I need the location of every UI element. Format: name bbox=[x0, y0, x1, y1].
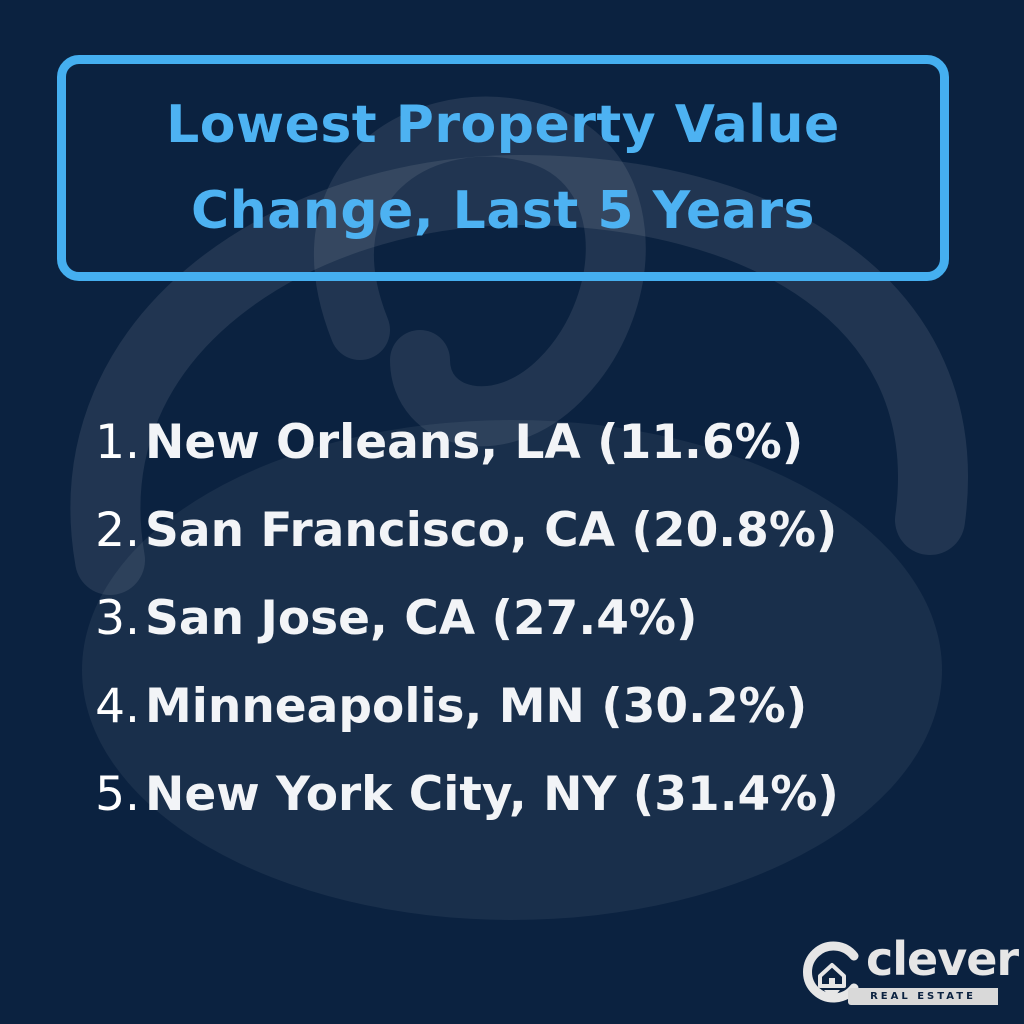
rank-label: San Jose, CA (27.4%) bbox=[145, 590, 698, 646]
rank-number: 4. bbox=[95, 678, 140, 734]
title-line-1: Lowest Property Value bbox=[166, 95, 840, 155]
logo-wordmark: clever bbox=[866, 932, 1019, 986]
rank-label: Minneapolis, MN (30.2%) bbox=[145, 678, 808, 734]
list-item: 3. San Jose, CA (27.4%) bbox=[0, 578, 697, 658]
brand-logo: clever REAL ESTATE bbox=[800, 932, 1019, 1008]
rank-label: New Orleans, LA (11.6%) bbox=[145, 414, 804, 470]
rank-number: 1. bbox=[95, 414, 140, 470]
title-line-2: Change, Last 5 Years bbox=[191, 181, 815, 241]
logo-subtitle-bar: REAL ESTATE bbox=[848, 988, 998, 1005]
list-item: 2. San Francisco, CA (20.8%) bbox=[0, 490, 837, 570]
list-item: 4. Minneapolis, MN (30.2%) bbox=[0, 666, 807, 746]
title-box: Lowest Property Value Change, Last 5 Yea… bbox=[57, 55, 949, 281]
rank-number: 2. bbox=[95, 502, 140, 558]
rank-label: San Francisco, CA (20.8%) bbox=[145, 502, 838, 558]
rank-label: New York City, NY (31.4%) bbox=[145, 766, 839, 822]
house-pin-icon bbox=[803, 941, 859, 1003]
logo-subtitle: REAL ESTATE bbox=[870, 991, 976, 1002]
list-item: 5. New York City, NY (31.4%) bbox=[0, 754, 839, 834]
list-item: 1. New Orleans, LA (11.6%) bbox=[0, 402, 803, 482]
rank-number: 5. bbox=[95, 766, 140, 822]
rank-number: 3. bbox=[95, 590, 140, 646]
